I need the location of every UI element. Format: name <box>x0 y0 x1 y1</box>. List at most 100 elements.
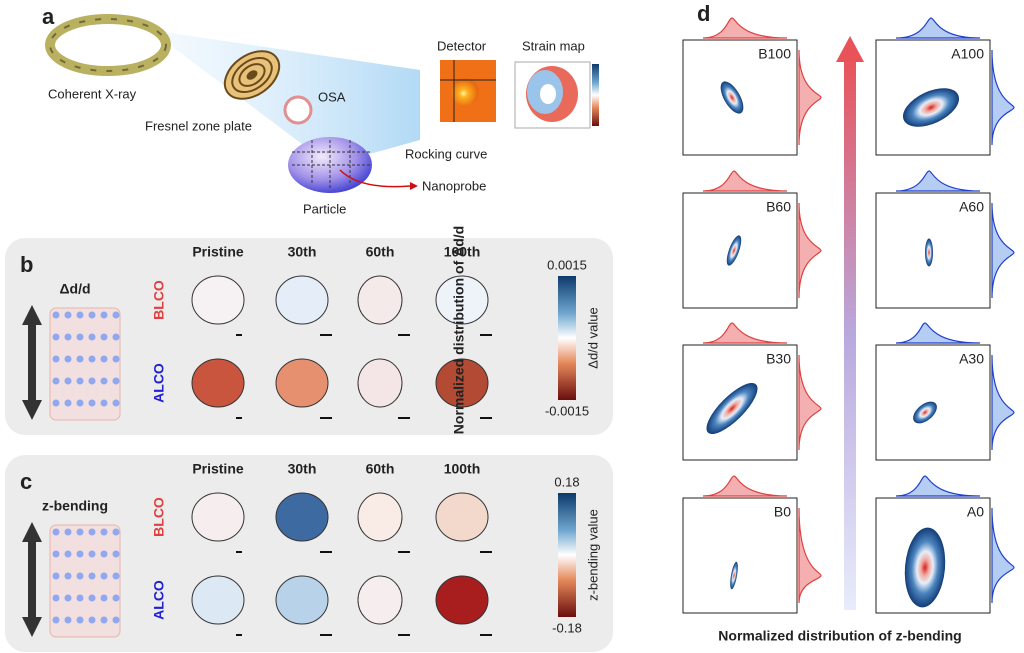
density-plot: B100 <box>682 17 822 156</box>
label: Nanoprobe <box>422 178 486 193</box>
atom <box>112 355 120 363</box>
atom <box>88 333 96 341</box>
row-label: BLCO <box>151 497 167 537</box>
row-label: ALCO <box>151 363 167 403</box>
atom <box>100 616 108 624</box>
density-plot: A0 <box>875 475 1015 614</box>
atom <box>52 594 60 602</box>
arrowhead <box>22 522 42 542</box>
atom <box>76 550 84 558</box>
panel-label: a <box>42 4 55 29</box>
right-marginal <box>798 354 822 451</box>
atom <box>64 333 72 341</box>
y-axis-label: Normalized distribution of Δd/d <box>451 226 467 434</box>
atom <box>88 572 96 580</box>
colorbar-label: z-bending value <box>585 509 600 601</box>
particle-map <box>357 492 403 542</box>
density-contour <box>720 81 744 114</box>
zone-plate <box>223 50 281 100</box>
arrowhead <box>22 617 42 637</box>
plot-label: A100 <box>951 46 984 62</box>
top-marginal <box>895 322 981 344</box>
atom <box>52 616 60 624</box>
density-contour <box>925 238 933 267</box>
particle-map <box>275 358 329 408</box>
atom <box>52 377 60 385</box>
right-marginal <box>798 507 822 604</box>
right-marginal <box>991 49 1015 146</box>
atom <box>76 399 84 407</box>
atom <box>112 528 120 536</box>
density-plot: B0 <box>682 475 822 614</box>
arrowhead <box>22 305 42 325</box>
density-contour <box>730 561 738 590</box>
atom <box>76 572 84 580</box>
atom <box>64 377 72 385</box>
atom <box>100 355 108 363</box>
particle-map <box>435 492 489 542</box>
row-label: BLCO <box>151 280 167 320</box>
atom <box>52 355 60 363</box>
atom <box>112 616 120 624</box>
atom <box>100 572 108 580</box>
atom <box>88 550 96 558</box>
particle-map <box>191 358 245 408</box>
strain-map-region <box>540 84 556 104</box>
atom <box>88 399 96 407</box>
atom <box>88 594 96 602</box>
density-contour <box>913 401 937 424</box>
atom <box>52 333 60 341</box>
atom <box>100 311 108 319</box>
panel-c: c z-bending Pristine 30th 60th 100th BLCO ALCO 0… <box>5 455 613 652</box>
column-header: 30th <box>288 461 317 477</box>
atom <box>112 311 120 319</box>
atom <box>64 311 72 319</box>
atom <box>112 333 120 341</box>
atom <box>88 355 96 363</box>
atom <box>64 550 72 558</box>
top-marginal <box>702 170 788 192</box>
atom <box>88 311 96 319</box>
atom <box>64 355 72 363</box>
atom <box>52 311 60 319</box>
particle-map <box>435 275 489 325</box>
density-plot: B60 <box>682 170 822 309</box>
particle-map <box>275 275 329 325</box>
density-contour <box>726 235 742 266</box>
label: Coherent X-ray <box>48 86 137 101</box>
nanoprobe-arrow <box>339 169 411 188</box>
quantity-label: z-bending <box>42 498 108 514</box>
label: Fresnel zone plate <box>145 118 252 133</box>
atom <box>100 333 108 341</box>
atom <box>52 572 60 580</box>
label: Rocking curve <box>405 146 487 161</box>
plot-label: A60 <box>959 199 984 215</box>
plot-frame <box>875 192 991 309</box>
colorbar <box>558 493 576 617</box>
row-label: ALCO <box>151 580 167 620</box>
plot-frame <box>682 192 798 309</box>
column-header: 60th <box>366 461 395 477</box>
plot-label: A0 <box>967 504 984 520</box>
scan-grid <box>292 140 372 190</box>
top-marginal <box>702 17 788 39</box>
atom <box>76 528 84 536</box>
strain-colorbar <box>592 64 599 126</box>
density-plot: A30 <box>875 322 1015 461</box>
atom <box>112 399 120 407</box>
atom <box>112 594 120 602</box>
colorbar <box>558 276 576 400</box>
atom <box>88 528 96 536</box>
atom <box>76 355 84 363</box>
trend-arrowhead <box>836 36 864 62</box>
label: Particle <box>303 201 346 216</box>
particle-map <box>191 575 245 625</box>
density-plot: A100 <box>875 17 1015 156</box>
label: OSA <box>318 89 346 104</box>
particle-map <box>275 492 329 542</box>
particle-map <box>357 358 403 408</box>
right-marginal <box>798 49 822 146</box>
arrowhead <box>22 400 42 420</box>
column-header: Pristine <box>192 244 244 260</box>
